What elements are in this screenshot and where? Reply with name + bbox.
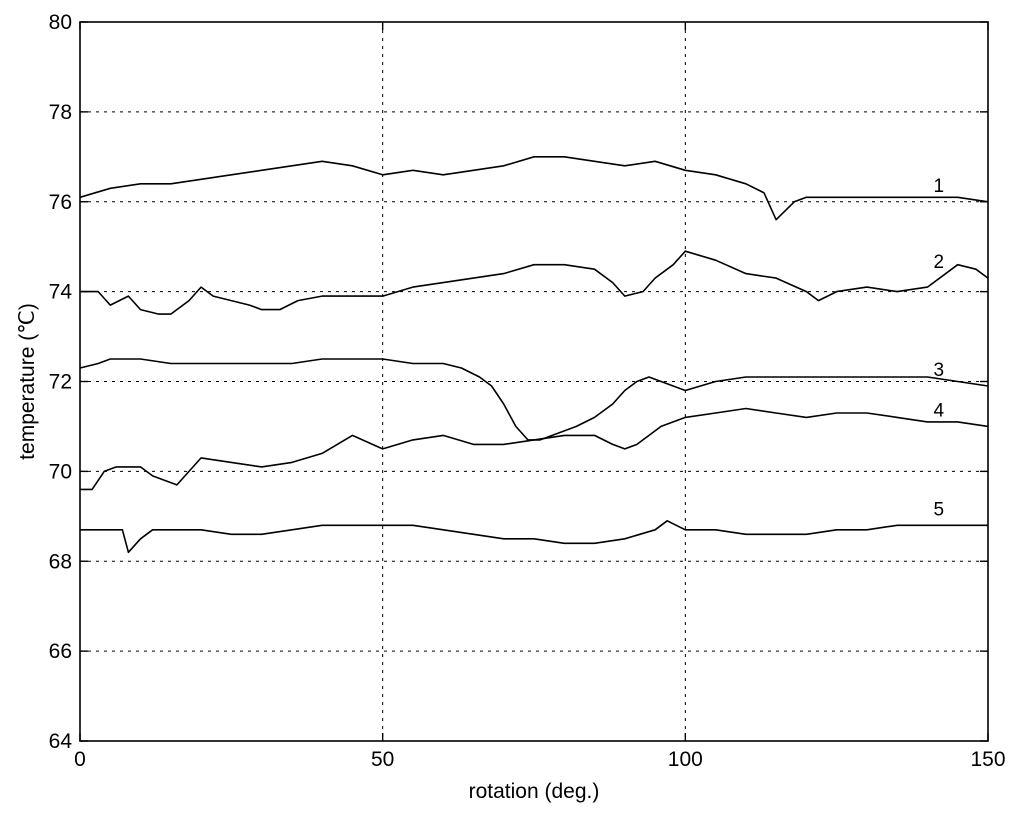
x-tick-label-100: 100 bbox=[668, 748, 703, 771]
series-line-2 bbox=[80, 250, 989, 315]
y-tick-label-80: 80 bbox=[49, 11, 72, 34]
y-tick-label-78: 78 bbox=[49, 101, 72, 124]
y-tick-label-70: 70 bbox=[49, 460, 72, 483]
series-lines bbox=[79, 156, 989, 554]
y-tick-label-74: 74 bbox=[49, 281, 73, 304]
series-line-5 bbox=[80, 519, 988, 554]
series-label-5: 5 bbox=[934, 499, 945, 520]
series-line-4 bbox=[80, 407, 989, 491]
series-label-2: 2 bbox=[934, 252, 945, 273]
series-line-1 bbox=[79, 156, 989, 221]
y-tick-label-76: 76 bbox=[49, 191, 72, 214]
series-label-1: 1 bbox=[934, 176, 945, 197]
x-tick-label-0: 0 bbox=[74, 748, 86, 771]
grid-lines bbox=[80, 22, 988, 741]
series-label-4: 4 bbox=[934, 400, 945, 421]
series-line-3 bbox=[79, 358, 989, 441]
series-label-3: 3 bbox=[934, 360, 945, 381]
y-tick-label-68: 68 bbox=[49, 550, 72, 573]
y-axis-label: temperature (℃) bbox=[16, 303, 39, 460]
x-axis-label: rotation (deg.) bbox=[469, 780, 600, 803]
x-tick-label-50: 50 bbox=[371, 748, 394, 771]
x-tick-label-150: 150 bbox=[970, 748, 1005, 771]
axis-tick-labels: 0 50 100 150 64 66 68 70 72 74 76 78 80 bbox=[49, 11, 1006, 771]
y-tick-label-64: 64 bbox=[49, 730, 73, 753]
y-tick-label-66: 66 bbox=[49, 640, 72, 663]
series-labels: 1 2 3 4 5 bbox=[934, 176, 945, 521]
y-tick-label-72: 72 bbox=[49, 371, 72, 394]
